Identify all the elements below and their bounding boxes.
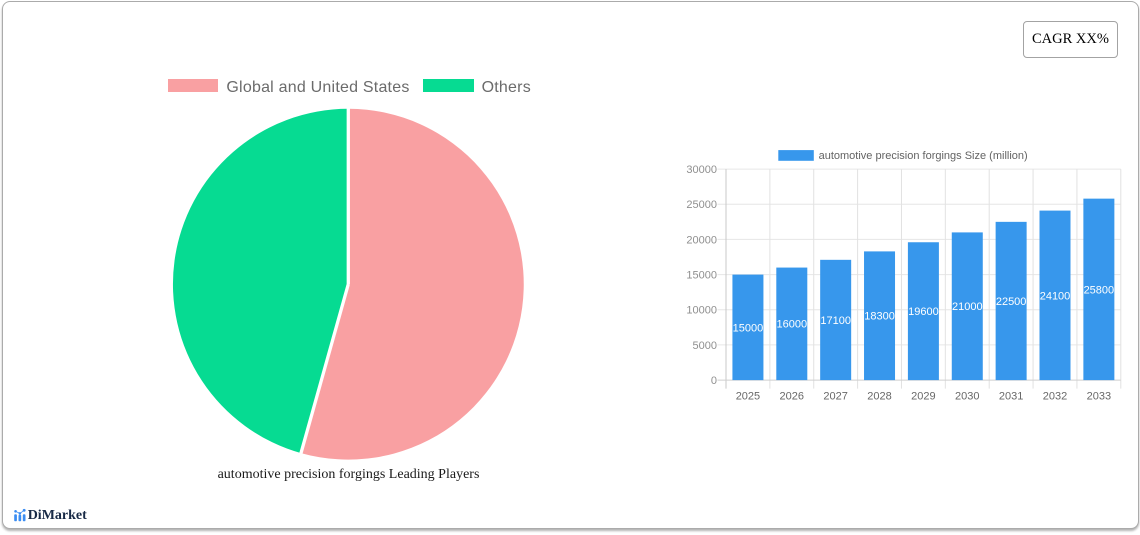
svg-text:24100: 24100 bbox=[1040, 290, 1071, 302]
svg-text:0: 0 bbox=[711, 375, 717, 387]
svg-text:10000: 10000 bbox=[686, 305, 717, 317]
svg-text:2032: 2032 bbox=[1043, 390, 1067, 402]
svg-text:automotive precision forgings: automotive precision forgings Size (mill… bbox=[819, 150, 1028, 162]
svg-text:20000: 20000 bbox=[686, 234, 717, 246]
svg-text:17100: 17100 bbox=[820, 315, 851, 327]
svg-text:2030: 2030 bbox=[955, 390, 979, 402]
svg-text:2029: 2029 bbox=[911, 390, 935, 402]
svg-text:2025: 2025 bbox=[736, 390, 760, 402]
svg-text:2033: 2033 bbox=[1087, 390, 1111, 402]
svg-text:16000: 16000 bbox=[777, 319, 808, 331]
svg-text:25000: 25000 bbox=[686, 199, 717, 211]
svg-text:2031: 2031 bbox=[999, 390, 1023, 402]
svg-text:2027: 2027 bbox=[823, 390, 847, 402]
svg-text:19600: 19600 bbox=[908, 306, 939, 318]
svg-text:30000: 30000 bbox=[686, 164, 717, 176]
svg-text:25800: 25800 bbox=[1084, 284, 1115, 296]
svg-text:15000: 15000 bbox=[686, 270, 717, 282]
svg-text:22500: 22500 bbox=[996, 296, 1027, 308]
svg-text:2028: 2028 bbox=[867, 390, 891, 402]
svg-text:21000: 21000 bbox=[952, 301, 983, 313]
svg-text:2026: 2026 bbox=[780, 390, 804, 402]
svg-text:5000: 5000 bbox=[693, 340, 717, 352]
svg-text:18300: 18300 bbox=[864, 311, 895, 323]
svg-text:15000: 15000 bbox=[733, 322, 764, 334]
